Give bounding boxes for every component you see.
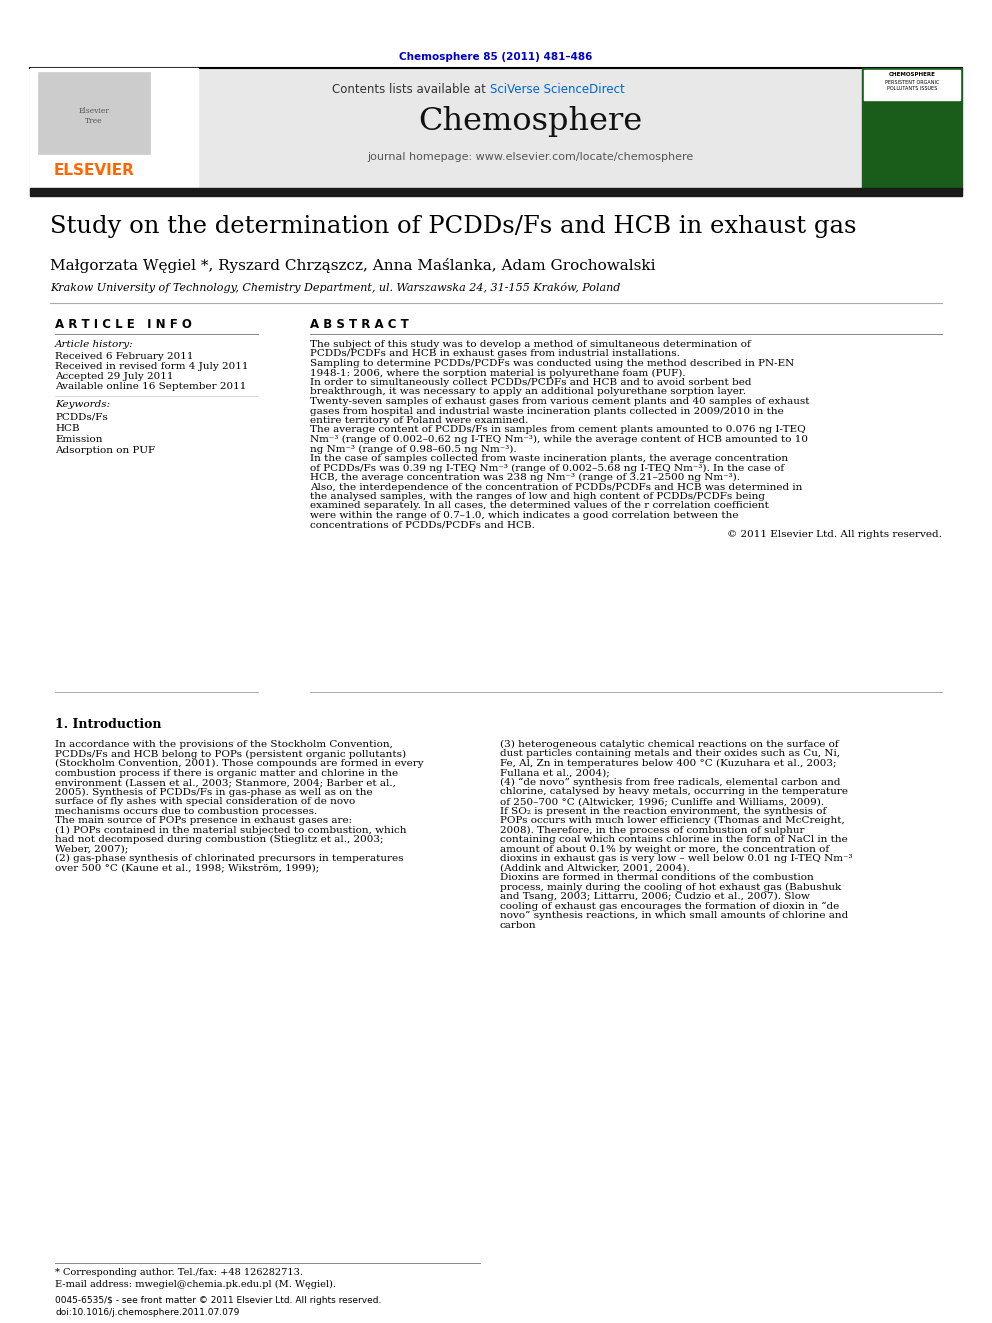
- Bar: [30, 67, 198, 191]
- Text: PCDDs/Fs and HCB belong to POPs (persistent organic pollutants): PCDDs/Fs and HCB belong to POPs (persist…: [55, 750, 406, 758]
- Text: ELSEVIER: ELSEVIER: [54, 163, 135, 179]
- Text: Available online 16 September 2011: Available online 16 September 2011: [55, 382, 246, 392]
- Text: (2) gas-phase synthesis of chlorinated precursors in temperatures: (2) gas-phase synthesis of chlorinated p…: [55, 855, 404, 863]
- Text: The average content of PCDDs/Fs in samples from cement plants amounted to 0.076 : The average content of PCDDs/Fs in sampl…: [310, 426, 806, 434]
- Text: of PCDDs/Fs was 0.39 ng I-TEQ Nm⁻³ (range of 0.002–5.68 ng I-TEQ Nm⁻³). In the c: of PCDDs/Fs was 0.39 ng I-TEQ Nm⁻³ (rang…: [310, 463, 784, 472]
- Text: examined separately. In all cases, the determined values of the r correlation co: examined separately. In all cases, the d…: [310, 501, 769, 511]
- Text: journal homepage: www.elsevier.com/locate/chemosphere: journal homepage: www.elsevier.com/locat…: [367, 152, 693, 161]
- Bar: [38, 71, 150, 153]
- Text: 0045-6535/$ - see front matter © 2011 Elsevier Ltd. All rights reserved.: 0045-6535/$ - see front matter © 2011 El…: [55, 1297, 381, 1304]
- Text: Accepted 29 July 2011: Accepted 29 July 2011: [55, 372, 174, 381]
- Text: A B S T R A C T: A B S T R A C T: [310, 318, 409, 331]
- Text: Krakow University of Technology, Chemistry Department, ul. Warszawska 24, 31-155: Krakow University of Technology, Chemist…: [50, 282, 620, 292]
- Text: A R T I C L E   I N F O: A R T I C L E I N F O: [55, 318, 191, 331]
- Text: breakthrough, it was necessary to apply an additional polyurethane sorption laye: breakthrough, it was necessary to apply …: [310, 388, 746, 397]
- Text: environment (Lassen et al., 2003; Stanmore, 2004; Barber et al.,: environment (Lassen et al., 2003; Stanmo…: [55, 778, 396, 787]
- Text: Fullana et al., 2004);: Fullana et al., 2004);: [500, 769, 610, 778]
- Bar: [864, 70, 960, 101]
- Text: Sampling to determine PCDDs/PCDFs was conducted using the method described in PN: Sampling to determine PCDDs/PCDFs was co…: [310, 359, 795, 368]
- Text: The subject of this study was to develop a method of simultaneous determination : The subject of this study was to develop…: [310, 340, 751, 349]
- Text: Study on the determination of PCDDs/Fs and HCB in exhaust gas: Study on the determination of PCDDs/Fs a…: [50, 216, 856, 238]
- Text: and Tsang, 2003; Littarru, 2006; Cudzio et al., 2007). Slow: and Tsang, 2003; Littarru, 2006; Cudzio …: [500, 892, 809, 901]
- Text: (Stockholm Convention, 2001). Those compounds are formed in every: (Stockholm Convention, 2001). Those comp…: [55, 759, 424, 769]
- Text: Weber, 2007);: Weber, 2007);: [55, 844, 128, 853]
- Text: The main source of POPs presence in exhaust gases are:: The main source of POPs presence in exha…: [55, 816, 352, 826]
- Text: HCB, the average concentration was 238 ng Nm⁻³ (range of 3.21–2500 ng Nm⁻³).: HCB, the average concentration was 238 n…: [310, 474, 740, 482]
- Text: Chemosphere: Chemosphere: [418, 106, 642, 138]
- Text: had not decomposed during combustion (Stieglitz et al., 2003;: had not decomposed during combustion (St…: [55, 835, 384, 844]
- Text: If SO₂ is present in the reaction environment, the synthesis of: If SO₂ is present in the reaction enviro…: [500, 807, 826, 815]
- Text: process, mainly during the cooling of hot exhaust gas (Babushuk: process, mainly during the cooling of ho…: [500, 882, 841, 892]
- Text: CHEMOSPHERE: CHEMOSPHERE: [889, 71, 935, 77]
- Text: SciVerse ScienceDirect: SciVerse ScienceDirect: [490, 83, 625, 97]
- Text: In order to simultaneously collect PCDDs/PCDFs and HCB and to avoid sorbent bed: In order to simultaneously collect PCDDs…: [310, 378, 752, 388]
- Text: Nm⁻³ (range of 0.002–0.62 ng I-TEQ Nm⁻³), while the average content of HCB amoun: Nm⁻³ (range of 0.002–0.62 ng I-TEQ Nm⁻³)…: [310, 435, 808, 445]
- Text: surface of fly ashes with special consideration of de novo: surface of fly ashes with special consid…: [55, 796, 355, 806]
- Text: novo” synthesis reactions, in which small amounts of chlorine and: novo” synthesis reactions, in which smal…: [500, 912, 848, 919]
- Text: Twenty-seven samples of exhaust gases from various cement plants and 40 samples : Twenty-seven samples of exhaust gases fr…: [310, 397, 809, 406]
- Text: Fe, Al, Zn in temperatures below 400 °C (Kuzuhara et al., 2003;: Fe, Al, Zn in temperatures below 400 °C …: [500, 759, 836, 769]
- Text: over 500 °C (Kaune et al., 1998; Wikström, 1999);: over 500 °C (Kaune et al., 1998; Wikströ…: [55, 864, 319, 872]
- Text: * Corresponding author. Tel./fax: +48 126282713.: * Corresponding author. Tel./fax: +48 12…: [55, 1267, 303, 1277]
- Text: (4) “de novo” synthesis from free radicals, elemental carbon and: (4) “de novo” synthesis from free radica…: [500, 778, 840, 787]
- Bar: [30, 67, 900, 191]
- Text: © 2011 Elsevier Ltd. All rights reserved.: © 2011 Elsevier Ltd. All rights reserved…: [727, 531, 942, 538]
- Text: entire territory of Poland were examined.: entire territory of Poland were examined…: [310, 415, 529, 425]
- Text: cooling of exhaust gas encourages the formation of dioxin in “de: cooling of exhaust gas encourages the fo…: [500, 901, 839, 910]
- Text: Chemosphere 85 (2011) 481–486: Chemosphere 85 (2011) 481–486: [400, 52, 592, 62]
- Text: dioxins in exhaust gas is very low – well below 0.01 ng I-TEQ Nm⁻³: dioxins in exhaust gas is very low – wel…: [500, 855, 852, 863]
- Text: PCDDs/PCDFs and HCB in exhaust gases from industrial installations.: PCDDs/PCDFs and HCB in exhaust gases fro…: [310, 349, 680, 359]
- Text: of 250–700 °C (Altwicker, 1996; Cunliffe and Williams, 2009).: of 250–700 °C (Altwicker, 1996; Cunliffe…: [500, 796, 824, 806]
- Text: were within the range of 0.7–1.0, which indicates a good correlation between the: were within the range of 0.7–1.0, which …: [310, 511, 738, 520]
- Text: Keywords:: Keywords:: [55, 400, 110, 409]
- Text: POPs occurs with much lower efficiency (Thomas and McCreight,: POPs occurs with much lower efficiency (…: [500, 816, 845, 826]
- Text: amount of about 0.1% by weight or more, the concentration of: amount of about 0.1% by weight or more, …: [500, 844, 829, 853]
- Text: Article history:: Article history:: [55, 340, 134, 349]
- Text: concentrations of PCDDs/PCDFs and HCB.: concentrations of PCDDs/PCDFs and HCB.: [310, 520, 535, 529]
- Text: Adsorption on PUF: Adsorption on PUF: [55, 446, 155, 455]
- Text: Małgorzata Węgiel *, Ryszard Chrząszcz, Anna Maślanka, Adam Grochowalski: Małgorzata Węgiel *, Ryszard Chrząszcz, …: [50, 258, 656, 273]
- Text: Dioxins are formed in thermal conditions of the combustion: Dioxins are formed in thermal conditions…: [500, 873, 813, 882]
- Text: HCB: HCB: [55, 423, 79, 433]
- Bar: [30, 188, 962, 196]
- Text: ng Nm⁻³ (range of 0.98–60.5 ng Nm⁻³).: ng Nm⁻³ (range of 0.98–60.5 ng Nm⁻³).: [310, 445, 517, 454]
- Text: In accordance with the provisions of the Stockholm Convention,: In accordance with the provisions of the…: [55, 740, 393, 749]
- Text: Emission: Emission: [55, 435, 102, 445]
- Text: gases from hospital and industrial waste incineration plants collected in 2009/2: gases from hospital and industrial waste…: [310, 406, 784, 415]
- Text: (3) heterogeneous catalytic chemical reactions on the surface of: (3) heterogeneous catalytic chemical rea…: [500, 740, 838, 749]
- Text: 1948-1: 2006, where the sorption material is polyurethane foam (PUF).: 1948-1: 2006, where the sorption materia…: [310, 369, 685, 377]
- Text: doi:10.1016/j.chemosphere.2011.07.079: doi:10.1016/j.chemosphere.2011.07.079: [55, 1308, 239, 1316]
- Text: Elsevier
Tree: Elsevier Tree: [78, 107, 109, 124]
- Text: 2008). Therefore, in the process of combustion of sulphur: 2008). Therefore, in the process of comb…: [500, 826, 805, 835]
- Text: containing coal which contains chlorine in the form of NaCl in the: containing coal which contains chlorine …: [500, 835, 848, 844]
- Text: 1. Introduction: 1. Introduction: [55, 718, 162, 732]
- Text: (1) POPs contained in the material subjected to combustion, which: (1) POPs contained in the material subje…: [55, 826, 407, 835]
- Text: combustion process if there is organic matter and chlorine in the: combustion process if there is organic m…: [55, 769, 398, 778]
- Text: the analysed samples, with the ranges of low and high content of PCDDs/PCDFs bei: the analysed samples, with the ranges of…: [310, 492, 765, 501]
- Text: Received 6 February 2011: Received 6 February 2011: [55, 352, 193, 361]
- Text: E-mail address: mwegiel@chemia.pk.edu.pl (M. Węgiel).: E-mail address: mwegiel@chemia.pk.edu.pl…: [55, 1279, 336, 1289]
- Text: carbon: carbon: [500, 921, 537, 930]
- Text: Also, the interdependence of the concentration of PCDDs/PCDFs and HCB was determ: Also, the interdependence of the concent…: [310, 483, 803, 492]
- Text: dust particles containing metals and their oxides such as Cu, Ni,: dust particles containing metals and the…: [500, 750, 840, 758]
- Text: PCDDs/Fs: PCDDs/Fs: [55, 413, 108, 422]
- Text: PERSISTENT ORGANIC
POLLUTANTS ISSUES: PERSISTENT ORGANIC POLLUTANTS ISSUES: [885, 79, 939, 91]
- Text: 2005). Synthesis of PCDDs/Fs in gas-phase as well as on the: 2005). Synthesis of PCDDs/Fs in gas-phas…: [55, 787, 373, 796]
- Text: Contents lists available at: Contents lists available at: [332, 83, 490, 97]
- Text: Received in revised form 4 July 2011: Received in revised form 4 July 2011: [55, 363, 249, 370]
- Text: In the case of samples collected from waste incineration plants, the average con: In the case of samples collected from wa…: [310, 454, 788, 463]
- Text: (Addink and Altwicker, 2001, 2004).: (Addink and Altwicker, 2001, 2004).: [500, 864, 689, 872]
- Bar: [862, 67, 962, 191]
- Text: chlorine, catalysed by heavy metals, occurring in the temperature: chlorine, catalysed by heavy metals, occ…: [500, 787, 848, 796]
- Text: mechanisms occurs due to combustion processes.: mechanisms occurs due to combustion proc…: [55, 807, 317, 815]
